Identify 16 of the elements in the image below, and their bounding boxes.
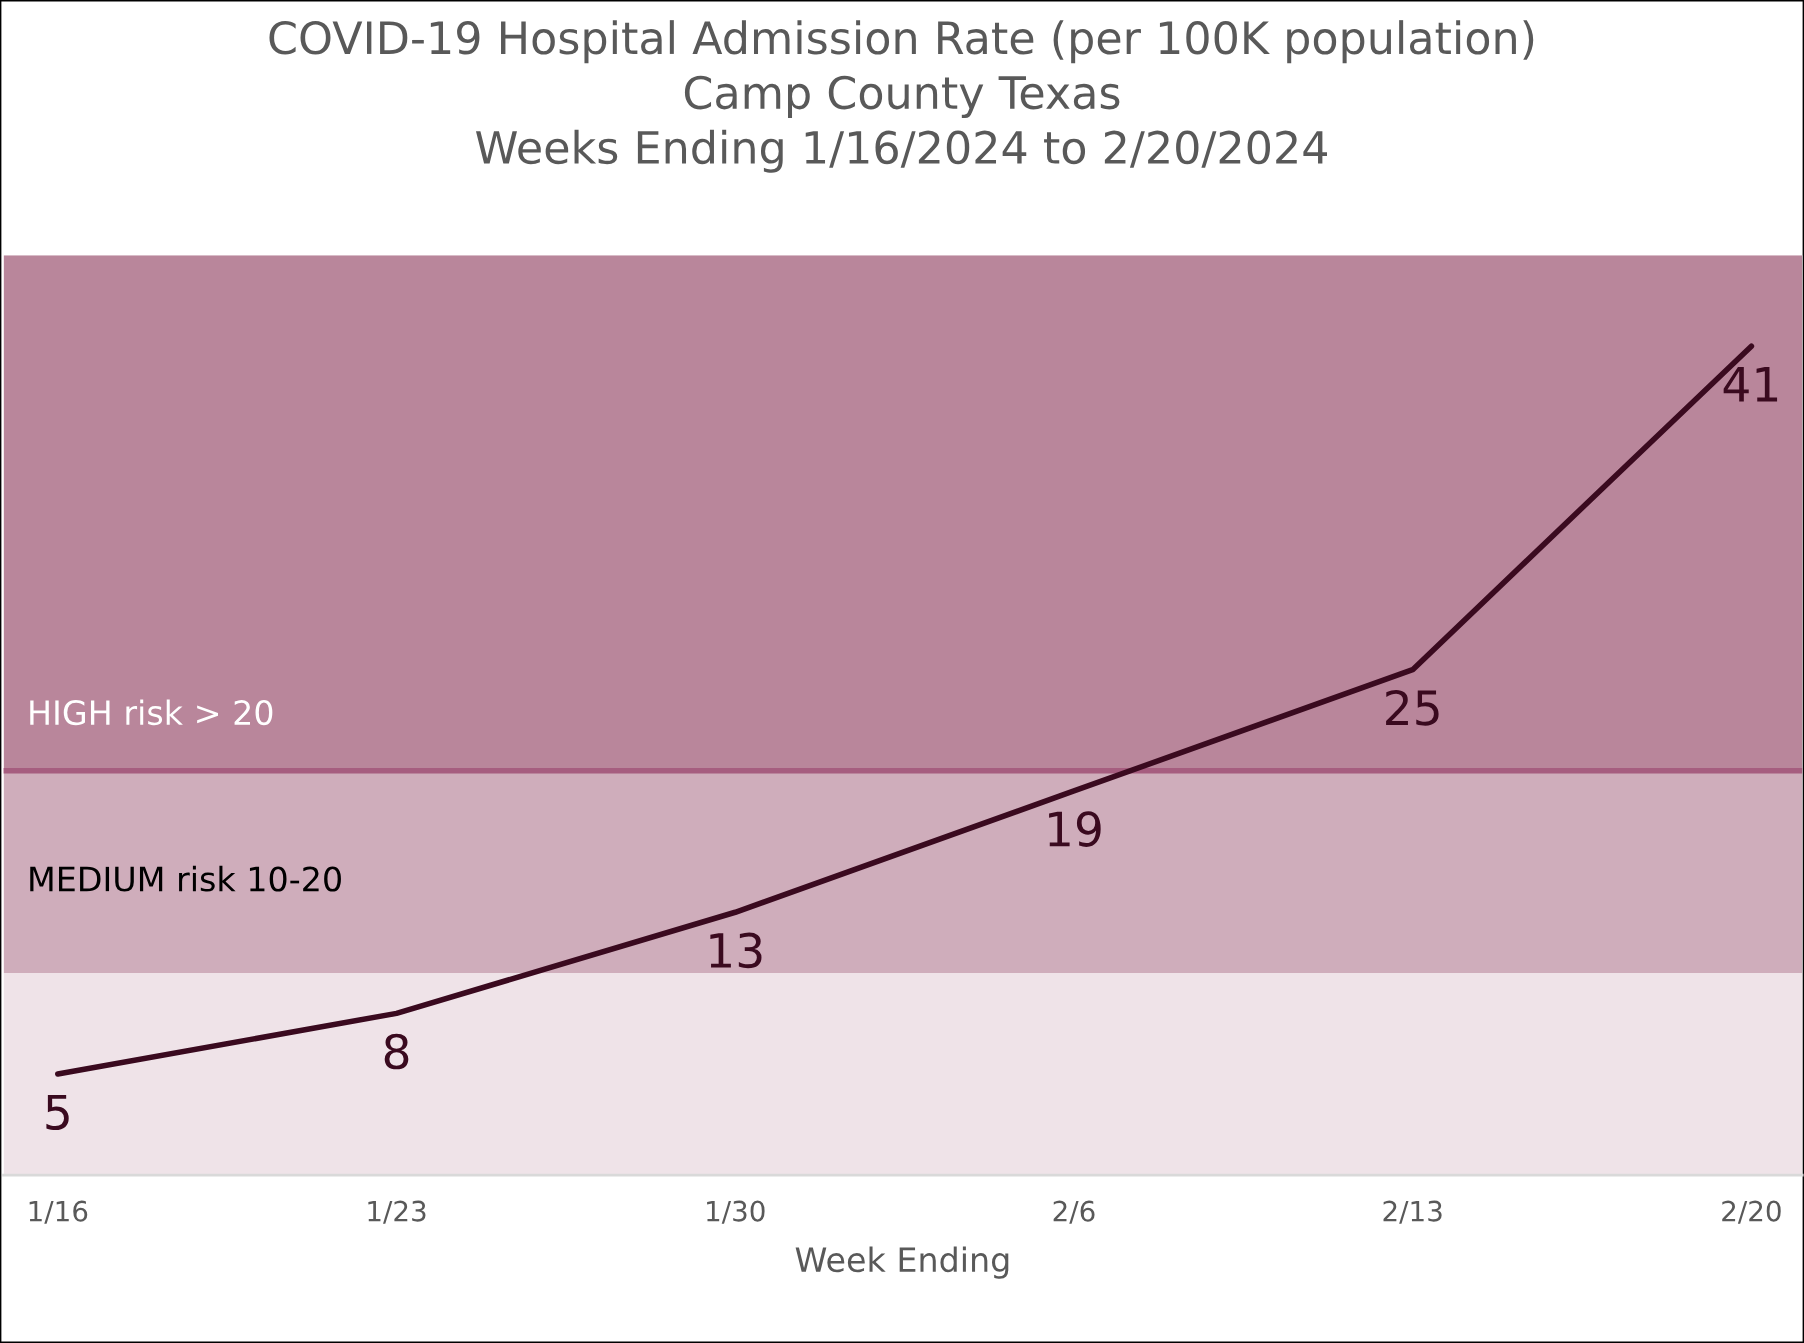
data-label: 13 [710,932,762,969]
band-label: HIGH risk > 20 [30,699,273,726]
x-tick-label: 2/6 [1053,1200,1095,1224]
data-label: 25 [1386,689,1439,726]
x-tick-label: 1/30 [707,1200,765,1224]
band-label: MEDIUM risk 10-20 [30,865,341,892]
x-tick-label: 2/20 [1722,1200,1781,1224]
x-tick-label: 1/16 [29,1200,88,1224]
x-axis-title: Week Ending [795,1246,1009,1279]
x-tick-label: 1/23 [368,1200,426,1224]
data-label: 41 [1723,367,1778,402]
data-label: 5 [46,1094,69,1131]
data-label: 8 [384,1033,409,1070]
x-tick-label: 2/13 [1383,1200,1442,1224]
chart-title: COVID-19 Hospital Admission Rate (per 100K population) Camp County Texas Weeks Ending 1/16/2024 to 2/20/2024 [269,20,1534,173]
data-label: 19 [1049,811,1101,847]
